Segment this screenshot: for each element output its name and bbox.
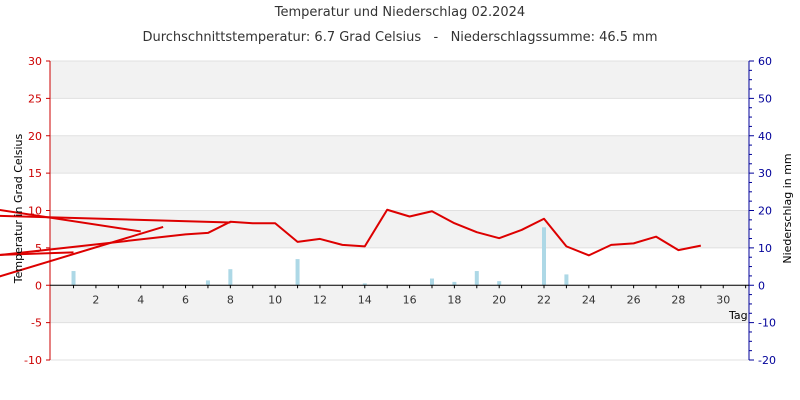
chart-title: Temperatur und Niederschlag 02.2024 [274,5,525,20]
precipitation-bar [429,278,434,286]
right-axis-ticks: -20 -10 0 10 20 30 40 50 60 [749,55,776,367]
right-tick-label: 10 [758,242,772,255]
left-tick-label: 15 [28,167,42,180]
background-band [50,173,749,211]
precipitation-bar [542,227,547,286]
background-band [50,322,749,360]
x-tick-label: 18 [447,293,461,306]
x-tick-label: 24 [582,293,596,306]
precipitation-bar [564,274,569,286]
right-tick-label: 0 [758,279,765,292]
x-tick-label: 16 [403,293,417,306]
x-tick-label: 14 [358,293,372,306]
right-tick-label: 50 [758,92,772,105]
x-tick-label: 4 [137,293,144,306]
background-bands [50,60,749,361]
temperature-line [0,251,74,256]
precipitation-bar [452,281,457,286]
background-band [50,247,749,286]
x-tick-label: 30 [716,293,730,306]
background-band [50,61,749,99]
x-tick-label: 22 [537,293,551,306]
chart-subtitle: Durchschnittstemperatur: 6.7 Grad Celsiu… [142,30,657,45]
x-axis-ticks: 2 4 6 8 10 12 14 16 18 20 22 24 26 28 30 [73,285,747,306]
right-tick-label: 40 [758,130,772,143]
left-tick-label: -5 [31,317,42,330]
left-tick-label: 25 [28,92,42,105]
left-tick-label: -10 [24,354,42,367]
left-tick-label: 0 [35,279,42,292]
y-axis-right-label: Niederschlag in mm [781,153,794,263]
background-band [50,135,749,174]
right-tick-label: -20 [758,354,776,367]
precipitation-bars [71,227,569,286]
precipitation-bar [205,280,210,286]
x-tick-label: 28 [671,293,685,306]
background-band [50,98,749,136]
precipitation-bar [71,271,76,286]
x-tick-label: 6 [182,293,189,306]
background-band [50,285,749,323]
right-tick-label: 20 [758,205,772,218]
precipitation-bar [362,283,367,286]
temperature-line [0,208,141,233]
precipitation-bar [497,281,502,286]
precipitation-bar [474,271,479,286]
temperature-line [0,225,164,278]
x-axis-label: Tag [728,309,748,322]
temperature-line [0,208,702,257]
left-axis-ticks: -10 -5 0 5 10 15 20 25 30 [24,55,50,367]
background-band [50,210,749,248]
x-tick-label: 8 [227,293,234,306]
left-tick-label: 30 [28,55,42,68]
temperature-lines [0,208,702,278]
x-tick-label: 2 [92,293,99,306]
left-tick-label: 5 [35,242,42,255]
right-tick-label: 60 [758,55,772,68]
left-tick-label: 20 [28,130,42,143]
precipitation-bar [228,269,233,286]
x-tick-label: 26 [627,293,641,306]
left-tick-label: 10 [28,205,42,218]
y-axis-left-label: Temperatur in Grad Celsius [12,134,25,285]
precipitation-bar [295,259,300,286]
x-tick-label: 10 [268,293,282,306]
x-tick-label: 12 [313,293,327,306]
x-tick-label: 20 [492,293,506,306]
right-tick-label: 30 [758,167,772,180]
temperature-line [0,214,231,224]
right-tick-label: -10 [758,317,776,330]
